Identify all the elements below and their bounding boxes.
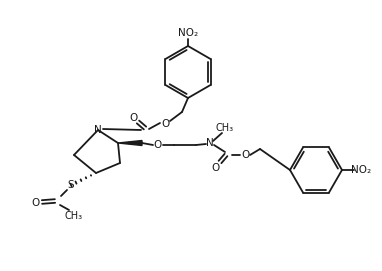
Text: O: O <box>154 140 162 150</box>
Text: NO₂: NO₂ <box>351 165 371 175</box>
Text: O: O <box>212 163 220 173</box>
Text: NO₂: NO₂ <box>178 28 198 38</box>
Text: CH₃: CH₃ <box>65 211 83 221</box>
Text: O: O <box>161 119 169 129</box>
Polygon shape <box>118 140 142 146</box>
Text: N: N <box>206 138 214 148</box>
Text: CH₃: CH₃ <box>216 123 234 133</box>
Text: O: O <box>129 113 137 123</box>
Text: N: N <box>94 125 102 135</box>
Text: O: O <box>32 198 40 208</box>
Text: S: S <box>68 180 74 190</box>
Text: O: O <box>241 150 249 160</box>
